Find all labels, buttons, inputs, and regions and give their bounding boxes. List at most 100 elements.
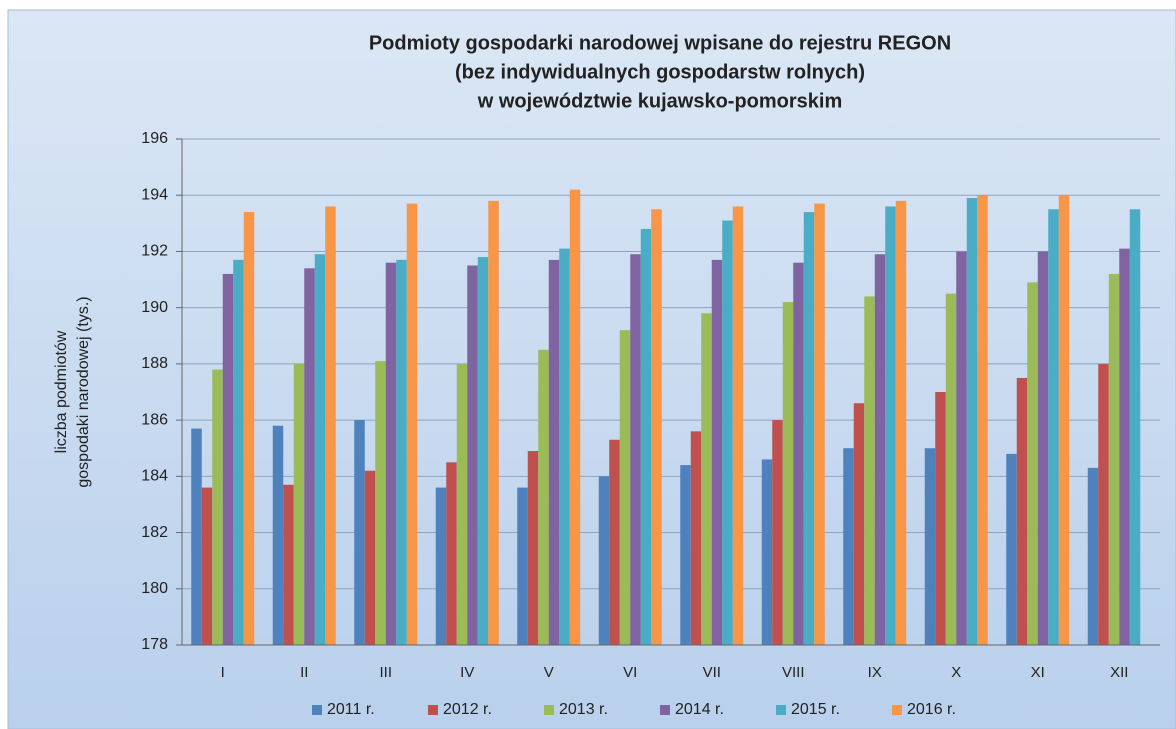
bar xyxy=(446,462,457,645)
bar xyxy=(690,431,702,645)
bar xyxy=(1058,195,1070,645)
bar xyxy=(935,392,946,645)
legend-swatch xyxy=(544,705,554,715)
x-tick-label: VI xyxy=(623,664,637,681)
legend-label: 2013 r. xyxy=(559,701,608,718)
bar xyxy=(354,420,365,645)
bar xyxy=(1037,251,1049,645)
bar xyxy=(651,209,662,645)
y-tick-label: 180 xyxy=(141,580,168,597)
chart-title: (bez indywidualnych gospodarstw rolnych) xyxy=(455,61,865,83)
bar xyxy=(222,273,234,645)
x-tick-label: XI xyxy=(1031,664,1045,681)
bar xyxy=(364,470,376,645)
x-tick-label: XII xyxy=(1110,664,1128,681)
y-axis-label: liczba podmiotów xyxy=(53,330,70,453)
bar xyxy=(772,420,783,645)
bar xyxy=(793,262,804,645)
bar xyxy=(619,330,631,645)
y-tick-label: 178 xyxy=(141,636,168,653)
bar xyxy=(956,251,967,645)
bar xyxy=(1016,377,1028,645)
y-tick-label: 196 xyxy=(141,130,168,147)
bar xyxy=(609,439,620,645)
bar xyxy=(559,248,570,645)
x-tick-label: VII xyxy=(703,664,721,681)
y-axis-label: gospodaki narodowej (tys.) xyxy=(75,296,92,487)
bar xyxy=(517,487,528,645)
bar xyxy=(722,220,733,645)
bar xyxy=(1129,209,1141,645)
bar xyxy=(761,459,773,645)
legend-swatch xyxy=(892,705,902,715)
bar xyxy=(477,257,489,645)
bar xyxy=(1108,273,1120,645)
bar xyxy=(406,203,418,645)
bar xyxy=(945,293,957,645)
chart-background xyxy=(7,9,1176,729)
bar xyxy=(598,476,610,645)
bar xyxy=(272,425,284,645)
bar xyxy=(488,200,499,645)
bar xyxy=(1098,363,1109,645)
bar xyxy=(385,262,397,645)
bar xyxy=(243,212,255,646)
bar xyxy=(924,448,936,645)
y-tick-label: 190 xyxy=(141,299,168,316)
bar xyxy=(853,403,865,645)
legend-swatch xyxy=(776,705,786,715)
bar xyxy=(201,487,213,645)
bar xyxy=(680,465,691,645)
bar xyxy=(1006,453,1017,645)
x-tick-label: X xyxy=(951,664,961,681)
bar xyxy=(732,206,744,645)
bar xyxy=(456,363,468,645)
bar xyxy=(711,259,723,645)
bar xyxy=(375,361,386,645)
x-tick-label: II xyxy=(300,664,308,681)
legend-label: 2014 r. xyxy=(675,701,724,718)
bar xyxy=(640,228,652,645)
bar xyxy=(803,212,815,646)
bar xyxy=(191,428,202,645)
chart-title: Podmioty gospodarki narodowej wpisane do… xyxy=(369,32,951,54)
bar xyxy=(966,198,978,646)
y-tick-label: 186 xyxy=(141,411,168,428)
bar xyxy=(293,363,305,645)
y-tick-label: 182 xyxy=(141,524,168,541)
x-tick-label: IV xyxy=(460,664,474,681)
legend-label: 2011 r. xyxy=(327,701,375,718)
bar xyxy=(1119,248,1130,645)
bar xyxy=(396,259,407,645)
bar xyxy=(538,349,549,645)
legend-swatch xyxy=(428,705,438,715)
bar xyxy=(1087,467,1099,645)
y-tick-label: 194 xyxy=(141,186,168,203)
bar xyxy=(782,302,794,645)
bar xyxy=(630,254,641,645)
x-tick-label: III xyxy=(379,664,392,681)
bar xyxy=(701,313,712,645)
x-tick-label: VIII xyxy=(782,664,805,681)
bar xyxy=(548,259,560,645)
bar xyxy=(874,254,886,645)
y-tick-label: 192 xyxy=(141,243,168,260)
bar xyxy=(212,369,223,645)
bar xyxy=(885,206,896,645)
bar xyxy=(325,206,336,645)
bar xyxy=(435,487,447,645)
bar xyxy=(864,296,875,645)
bar xyxy=(977,195,988,645)
bar xyxy=(569,189,581,645)
legend-swatch xyxy=(660,705,670,715)
legend-label: 2016 r. xyxy=(907,701,956,718)
legend-swatch xyxy=(312,705,322,715)
x-tick-label: V xyxy=(544,664,554,681)
bar xyxy=(1048,209,1059,645)
bar xyxy=(527,451,539,645)
bar xyxy=(233,259,244,645)
bar xyxy=(843,448,854,645)
bar xyxy=(314,254,326,645)
bar xyxy=(467,265,478,645)
